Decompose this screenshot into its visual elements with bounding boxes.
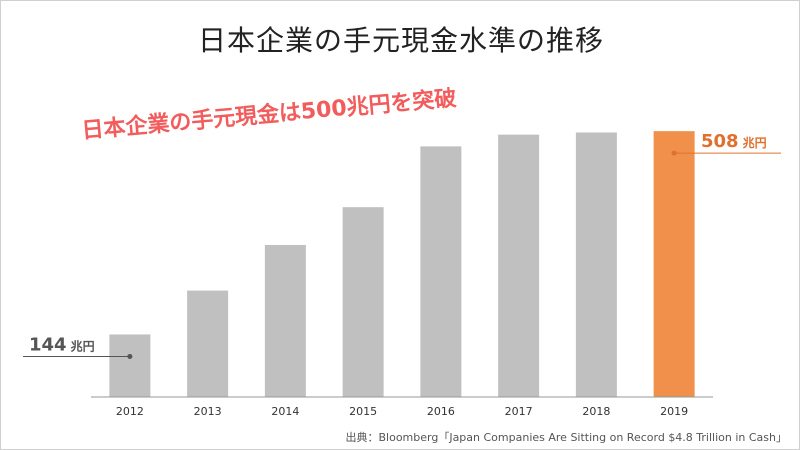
bar-2016 [420, 146, 462, 397]
x-tick-label: 2017 [505, 405, 533, 418]
x-tick-label: 2018 [582, 405, 610, 418]
bar-2015 [342, 207, 384, 397]
callout-value: 144 [29, 334, 67, 355]
bar-2019 [653, 131, 695, 397]
callout-label: 144 兆円 [29, 334, 95, 355]
bar-2017 [498, 134, 540, 397]
bar-2013 [187, 290, 229, 397]
x-tick-label: 2019 [660, 405, 688, 418]
callout-unit: 兆円 [743, 135, 767, 150]
chart-title: 日本企業の手元現金水準の推移 [197, 24, 604, 57]
x-tick-label: 2014 [271, 405, 299, 418]
x-tick-label: 2015 [349, 405, 377, 418]
callout-label: 508 兆円 [701, 131, 767, 152]
bar-2014 [264, 244, 306, 397]
callout-unit: 兆円 [71, 338, 95, 353]
bar-2012 [109, 334, 151, 397]
x-tick-label: 2012 [116, 405, 144, 418]
source-citation: 出典：Bloomberg「Japan Companies Are Sitting… [345, 431, 787, 444]
x-tick-label: 2016 [427, 405, 455, 418]
callout-value: 508 [701, 131, 739, 152]
x-tick-label: 2013 [194, 405, 222, 418]
bar-2018 [575, 132, 617, 397]
